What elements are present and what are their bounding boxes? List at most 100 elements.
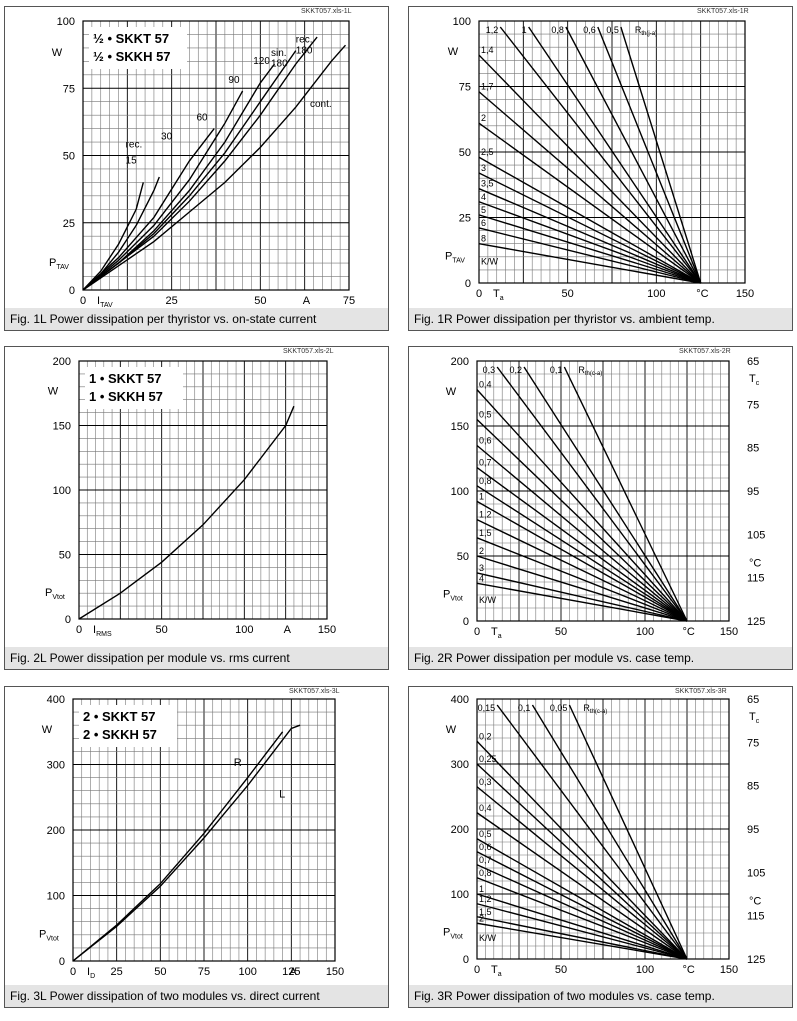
y-tick-label: 25 — [459, 213, 471, 225]
y-tick-label: 100 — [453, 16, 471, 28]
rth-line — [476, 572, 688, 622]
series-line — [82, 36, 318, 291]
rth-line — [478, 243, 701, 284]
rth-value: 0,8 — [479, 476, 492, 486]
y-tick-label: 300 — [451, 759, 469, 771]
x-axis-unit: A — [303, 295, 311, 307]
y-axis-label: PTAV — [49, 257, 69, 271]
x-tick-label: 0 — [476, 288, 482, 300]
rth-line — [620, 26, 702, 284]
caption: Fig. 1R Power dissipation per thyristor … — [409, 308, 792, 330]
rth-value: 0,6 — [583, 25, 596, 35]
rth-line — [476, 851, 688, 960]
rth-line — [597, 26, 702, 284]
rth-label: Rth(c-a) — [583, 703, 607, 715]
plot-frame — [476, 698, 730, 960]
y-tick-label: 0 — [69, 285, 75, 297]
right-axis-unit: °C — [749, 557, 761, 569]
rth-value: 4 — [481, 192, 486, 202]
right-tick-label: 125 — [747, 616, 765, 628]
panel-fig-1r: SKKT057.xls-1R 0 50 100 150 0 25 50 75 100 Ta °C PT… — [408, 6, 793, 331]
chart-title: 2 • SKKT 57 — [83, 709, 155, 724]
rth-line — [528, 26, 702, 284]
series-line — [82, 182, 144, 291]
rth-value: 4 — [479, 573, 484, 583]
rth-line — [476, 903, 688, 960]
title-box — [89, 27, 187, 69]
y-tick-label: 25 — [63, 218, 75, 230]
y-axis-unit: W — [446, 386, 457, 398]
caption: Fig. 3L Power dissipation of two modules… — [5, 985, 388, 1007]
rth-value: 0,15 — [478, 703, 496, 713]
y-tick-label: 150 — [451, 421, 469, 433]
rth-unit: K/W — [479, 933, 497, 943]
x-axis-label: ID — [87, 966, 95, 980]
x-tick-label: 150 — [720, 964, 738, 976]
series-line — [82, 176, 160, 291]
chart-fig-3r: 0 50 100 150 0 100 200 300 400 Ta °C PVtot W 0,15 0,1 0… — [443, 694, 765, 978]
rth-line — [565, 26, 702, 284]
rth-value: 3,5 — [481, 179, 494, 189]
rth-value: 1,5 — [479, 528, 492, 538]
rth-line — [476, 555, 688, 622]
panel-fig-3l: SKKT057.xls-3L 0 25 50 75 100 125 150 0 100 200 30… — [4, 686, 389, 1008]
y-tick-label: 100 — [47, 891, 65, 903]
rth-value: 0,2 — [479, 731, 492, 741]
right-tick-label: 115 — [747, 573, 765, 585]
chart-title: 1 • SKKT 57 — [89, 371, 161, 386]
x-tick-label: 25 — [166, 295, 178, 307]
rth-value: 2,5 — [481, 147, 494, 157]
x-tick-label: 150 — [318, 624, 336, 636]
x-tick-label: 0 — [70, 966, 76, 978]
rth-value: 0,6 — [479, 842, 492, 852]
x-tick-label: 100 — [636, 626, 654, 638]
rth-label: Rth(j-a) — [635, 25, 657, 37]
chart-fig-2l: 0 50 100 150 0 50 100 150 200 IRMS A PVtot W 1 • SKKT… — [45, 356, 336, 638]
rth-label: Rth(c-a) — [578, 365, 602, 377]
rth-value: 2 — [479, 546, 484, 556]
x-axis-unit: °C — [683, 626, 695, 638]
x-axis-unit: A — [284, 624, 292, 636]
y-tick-label: 75 — [459, 82, 471, 94]
rth-line — [476, 518, 688, 622]
annotation: rec. — [126, 139, 143, 150]
x-tick-label: 150 — [720, 626, 738, 638]
right-tick-label: 75 — [747, 399, 759, 411]
rth-line — [499, 26, 702, 284]
rth-line — [478, 214, 701, 284]
y-tick-label: 200 — [53, 356, 71, 368]
chart-title: ½ • SKKT 57 — [93, 31, 169, 46]
right-axis-label: Tc — [749, 373, 760, 387]
series-line — [82, 128, 215, 291]
panel-fig-2r: SKKT057.xls-2R 0 50 100 150 0 50 100 150 200 Ta °C… — [408, 346, 793, 670]
rth-line — [476, 467, 688, 622]
right-tick-label: 105 — [747, 529, 765, 541]
annotation: L — [279, 788, 285, 800]
y-axis-unit: W — [48, 386, 59, 398]
rth-value: 1 — [479, 491, 484, 501]
rth-line — [476, 485, 688, 622]
right-axis-unit: °C — [749, 895, 761, 907]
y-tick-label: 75 — [63, 83, 75, 95]
x-axis-unit: °C — [696, 288, 708, 300]
y-tick-label: 0 — [463, 616, 469, 628]
rth-line — [531, 704, 688, 960]
x-tick-label: 0 — [80, 295, 86, 307]
rth-value: 0,5 — [479, 410, 492, 420]
rth-value: 0,4 — [479, 803, 492, 813]
x-tick-label: 150 — [326, 966, 344, 978]
rth-value: 2 — [481, 113, 486, 123]
right-tick-label: 95 — [747, 824, 759, 836]
x-axis-unit: °C — [683, 964, 695, 976]
rth-line — [476, 922, 688, 960]
rth-unit: K/W — [479, 595, 497, 605]
rth-line — [478, 54, 702, 284]
rth-value: 8 — [481, 234, 486, 244]
rth-line — [476, 864, 688, 960]
right-tick-label: 65 — [747, 356, 759, 368]
caption: Fig. 3R Power dissipation of two modules… — [409, 985, 792, 1007]
y-tick-label: 150 — [53, 421, 71, 433]
plot-frame — [478, 20, 746, 284]
rth-line — [496, 704, 688, 960]
x-tick-label: 50 — [555, 626, 567, 638]
